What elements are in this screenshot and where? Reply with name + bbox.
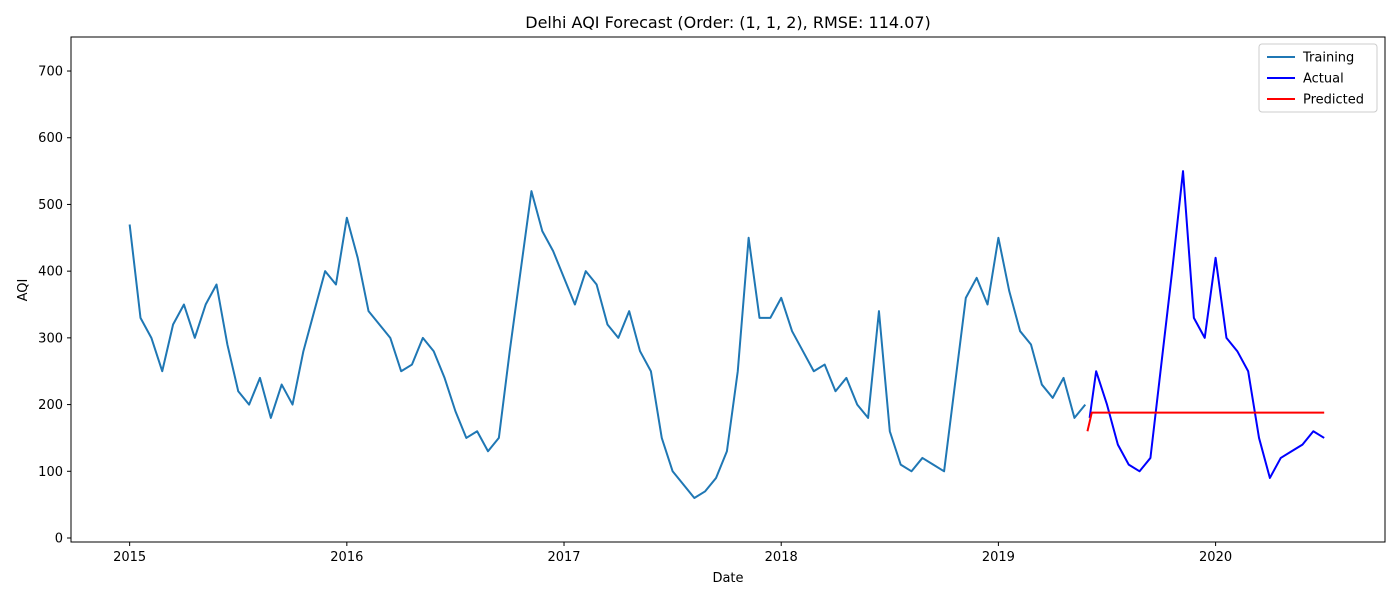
y-tick-label: 500: [38, 198, 63, 213]
chart-title: Delhi AQI Forecast (Order: (1, 1, 2), RM…: [525, 13, 930, 32]
y-tick-label: 0: [55, 531, 63, 546]
legend-label: Predicted: [1303, 93, 1364, 108]
x-tick-label: 2015: [113, 550, 146, 565]
x-tick-label: 2019: [982, 550, 1015, 565]
plot-frame: [70, 36, 1386, 543]
y-tick-label: 300: [38, 331, 63, 346]
y-tick-label: 200: [38, 398, 63, 413]
legend-label: Actual: [1303, 72, 1344, 87]
legend-box: [1258, 43, 1378, 113]
x-tick-label: 2016: [330, 550, 363, 565]
legend-label: Training: [1302, 51, 1354, 66]
x-tick-label: 2020: [1199, 550, 1232, 565]
x-tick-label: 2018: [765, 550, 798, 565]
y-tick-label: 100: [38, 465, 63, 480]
y-tick-label: 600: [38, 131, 63, 146]
line-series: [1086, 411, 1325, 432]
y-tick-label: 700: [38, 65, 63, 80]
y-axis-label: AQI: [16, 279, 31, 302]
line-series: [1088, 170, 1325, 479]
x-axis-label: Date: [712, 571, 743, 586]
line-series: [128, 190, 1087, 499]
y-tick-label: 400: [38, 265, 63, 280]
x-tick-label: 2017: [547, 550, 580, 565]
